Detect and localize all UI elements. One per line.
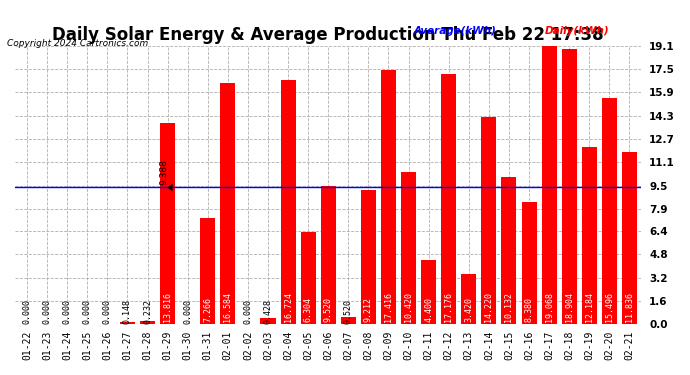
Bar (401, 172, 416, 324)
Text: 0.520: 0.520 (344, 298, 353, 324)
Text: 10.132: 10.132 (504, 292, 513, 322)
Bar (281, 81, 295, 324)
Text: 17.176: 17.176 (444, 292, 453, 322)
Text: 19.068: 19.068 (544, 292, 553, 322)
Bar (381, 70, 396, 324)
Text: 0.232: 0.232 (143, 298, 152, 324)
Text: 0.000: 0.000 (83, 298, 92, 324)
Bar (421, 260, 436, 324)
Text: 0.148: 0.148 (123, 298, 132, 324)
Text: 17.416: 17.416 (384, 292, 393, 322)
Bar (220, 82, 235, 324)
Bar (622, 152, 637, 324)
Text: 15.496: 15.496 (605, 292, 614, 322)
Bar (502, 177, 517, 324)
Text: 3.420: 3.420 (464, 297, 473, 322)
Text: 10.420: 10.420 (404, 292, 413, 322)
Text: 9.388: 9.388 (159, 159, 168, 185)
Bar (160, 123, 175, 324)
Text: 7.266: 7.266 (204, 297, 213, 322)
Bar (120, 322, 135, 324)
Text: 16.724: 16.724 (284, 292, 293, 322)
Bar (140, 321, 155, 324)
Text: 0.000: 0.000 (63, 298, 72, 324)
Title: Daily Solar Energy & Average Production Thu Feb 22 17:38: Daily Solar Energy & Average Production … (52, 26, 604, 44)
Bar (602, 98, 617, 324)
Text: 14.220: 14.220 (484, 292, 493, 322)
Bar (462, 274, 476, 324)
Bar (321, 186, 336, 324)
Text: 0.000: 0.000 (183, 298, 193, 324)
Text: 0.428: 0.428 (264, 298, 273, 324)
Text: 0.000: 0.000 (43, 298, 52, 324)
Bar (341, 317, 356, 324)
Text: 0.000: 0.000 (23, 298, 32, 324)
Text: 4.400: 4.400 (424, 297, 433, 322)
Text: 0.000: 0.000 (244, 298, 253, 324)
Text: 9.520: 9.520 (324, 297, 333, 322)
Text: 8.380: 8.380 (524, 297, 533, 322)
Bar (260, 318, 275, 324)
Text: 16.584: 16.584 (224, 292, 233, 322)
Text: 12.184: 12.184 (585, 292, 594, 322)
Text: 11.836: 11.836 (625, 292, 634, 322)
Bar (522, 202, 537, 324)
Bar (562, 49, 577, 324)
Bar (200, 218, 215, 324)
Text: 18.904: 18.904 (564, 292, 573, 322)
Bar (482, 117, 496, 324)
Bar (301, 232, 316, 324)
Text: 0.000: 0.000 (103, 298, 112, 324)
Bar (361, 190, 376, 324)
Text: Daily(kWh): Daily(kWh) (545, 26, 610, 36)
Text: Average(kWh): Average(kWh) (414, 26, 497, 36)
Text: 9.212: 9.212 (364, 297, 373, 322)
Bar (582, 147, 597, 324)
Text: Copyright 2024 Cartronics.com: Copyright 2024 Cartronics.com (7, 39, 148, 48)
Bar (441, 74, 456, 324)
Text: 6.304: 6.304 (304, 297, 313, 322)
Text: 13.816: 13.816 (163, 292, 172, 322)
Bar (542, 46, 557, 324)
